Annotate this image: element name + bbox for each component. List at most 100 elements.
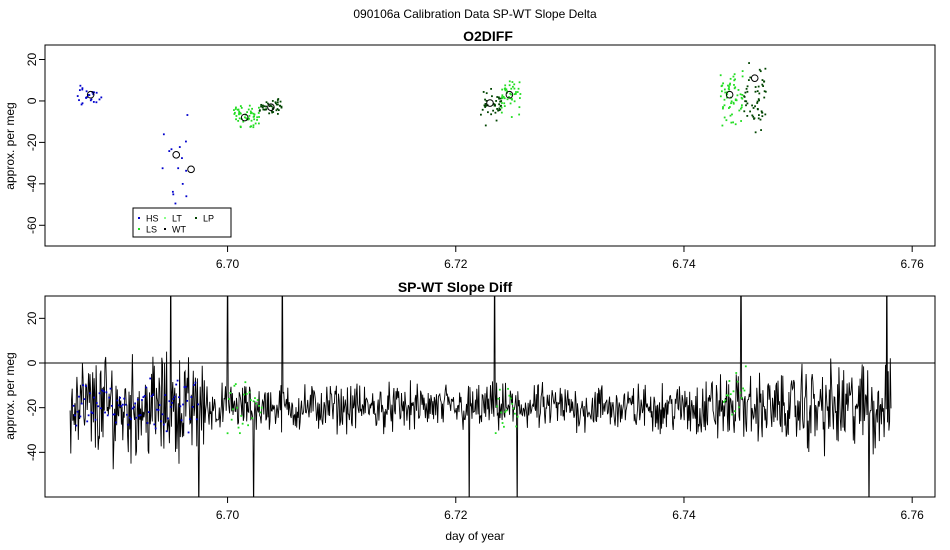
slope-diff-calib-point (94, 418, 97, 421)
o2diff-point (91, 91, 94, 94)
o2diff-point (729, 114, 732, 117)
o2diff-ytick-label-4: -60 (25, 216, 39, 234)
slope-diff-calib-point (728, 380, 731, 382)
o2diff-point (239, 105, 242, 107)
o2diff-mean-marker (267, 103, 275, 111)
o2diff-xtick-label-2: 6.74 (672, 257, 696, 271)
o2diff-point (728, 83, 731, 86)
o2diff-point (235, 106, 237, 109)
slope-diff-calib-point (743, 389, 746, 392)
slope-diff-calib-point (152, 393, 154, 396)
o2diff-point (171, 190, 174, 193)
o2diff-point (276, 101, 279, 104)
slope-diff-axes: 6.70 6.72 6.74 6.76 20 0 -20 -40 (25, 311, 924, 522)
slope-diff-calib-point (135, 416, 138, 419)
slope-diff-calib-point (500, 411, 503, 414)
o2diff-xtick-label-3: 6.76 (900, 257, 924, 271)
slope-diff-calib-point (724, 399, 727, 402)
o2diff-title: O2DIFF (463, 28, 513, 44)
slope-diff-calib-point (108, 396, 111, 399)
o2diff-point (81, 87, 84, 90)
slope-diff-calib-point (149, 377, 152, 380)
o2diff-point (754, 105, 756, 108)
slope-diff-calib-point (249, 399, 252, 402)
slope-diff-calib-point (84, 385, 87, 387)
o2diff-point (276, 103, 279, 106)
o2diff-point (736, 94, 739, 97)
slope-diff-calib-point (167, 417, 169, 420)
slope-diff-calib-point (169, 405, 172, 408)
o2diff-point (505, 88, 508, 91)
o2diff-point (261, 104, 264, 107)
o2diff-point (238, 110, 241, 113)
o2diff-point (509, 102, 512, 105)
slope-diff-calib-point (184, 385, 187, 388)
o2diff-point (758, 114, 760, 116)
o2diff-point (253, 115, 256, 118)
o2diff-point (496, 96, 499, 98)
o2diff-point (734, 123, 737, 126)
o2diff-point (172, 193, 175, 196)
o2diff-point (254, 122, 257, 125)
o2diff-point (89, 99, 92, 102)
o2diff-point (250, 125, 252, 128)
slope-diff-calib-point (507, 387, 509, 390)
o2diff-point (513, 83, 516, 86)
slope-diff-calib-point (516, 415, 519, 418)
o2diff-frame (44, 44, 936, 247)
o2diff-point (744, 91, 747, 94)
legend-swatch-ls (138, 228, 140, 230)
slope-diff-calib-point (173, 395, 176, 398)
slope-diff-calib-point (146, 422, 149, 424)
o2diff-point (728, 86, 730, 88)
slope-diff-calib-point (97, 405, 100, 408)
o2diff-point (495, 100, 498, 102)
slope-diff-calib-point (736, 380, 739, 383)
slope-diff-calib-point (80, 402, 83, 405)
slope-diff-calib-point (172, 398, 175, 400)
o2diff-point (275, 109, 278, 112)
o2diff-point (275, 103, 278, 106)
o2diff-point (743, 96, 746, 98)
o2diff-ytick-label-0: 20 (25, 53, 39, 67)
o2diff-point (741, 75, 744, 78)
slope-diff-calib-point (116, 399, 119, 402)
o2diff-mean-marker (240, 113, 249, 122)
slope-diff-xtick-label-2: 6.74 (672, 508, 696, 522)
o2diff-point (511, 81, 514, 83)
legend-label-ls: LS (146, 225, 157, 235)
o2diff-point (264, 108, 267, 111)
o2diff-point (740, 96, 743, 99)
o2diff-point (738, 109, 741, 112)
o2diff-point (510, 97, 513, 100)
slope-diff-calib-point (511, 402, 514, 405)
o2diff-point (98, 98, 101, 101)
o2diff-point (499, 100, 502, 103)
o2diff-point (500, 100, 503, 102)
o2diff-point (185, 195, 188, 198)
slope-diff-calib-point (121, 403, 124, 406)
o2diff-point (758, 68, 761, 71)
o2diff-point (258, 106, 260, 109)
slope-diff-lines (45, 296, 935, 497)
o2diff-ytick-label-2: -20 (25, 133, 39, 151)
o2diff-mean-marker (725, 90, 734, 99)
o2diff-point (79, 84, 82, 87)
slope-diff-calib-point (251, 417, 254, 420)
slope-diff-xtick-label-1: 6.72 (444, 508, 468, 522)
slope-diff-calib-point (497, 397, 500, 400)
o2diff-point (508, 80, 511, 83)
o2diff-point (761, 111, 764, 114)
slope-diff-calib-point (501, 422, 504, 424)
o2diff-point (276, 112, 279, 115)
slope-diff-calib-point (158, 404, 161, 406)
o2diff-xtick-label-1: 6.72 (444, 257, 468, 271)
o2diff-point (274, 101, 277, 104)
slope-diff-calib-point (160, 420, 163, 423)
o2diff-point (260, 103, 263, 106)
o2diff-point (249, 112, 252, 115)
o2diff-point (746, 102, 749, 105)
o2diff-point (751, 114, 754, 117)
slope-diff-calib-point (494, 432, 497, 435)
slope-diff-calib-point (504, 411, 507, 413)
